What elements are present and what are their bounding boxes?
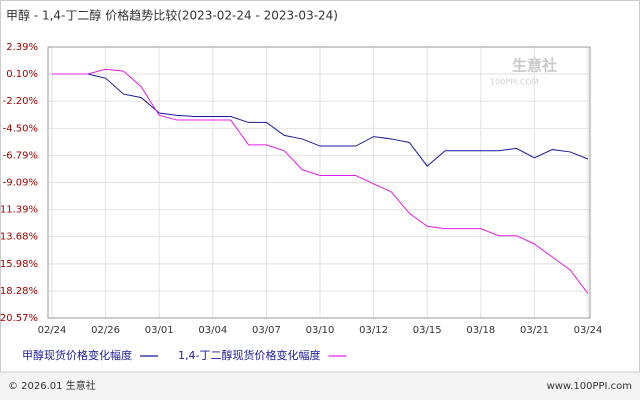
chart-title: 甲醇 - 1,4-丁二醇 价格趋势比较(2023-02-24 - 2023-03… — [6, 8, 338, 23]
series-line — [52, 73, 589, 167]
plot-border — [47, 46, 591, 319]
footer-left: © 2026.01 生意社 — [8, 379, 96, 392]
y-tick-label: -13.68% — [0, 232, 38, 243]
y-tick-label: -20.57% — [0, 313, 38, 324]
x-tick-label: 03/01 — [145, 325, 174, 336]
x-tick-label: 03/21 — [520, 325, 549, 336]
x-tick-label: 03/15 — [413, 325, 442, 336]
legend-label: 1,4-丁二醇现货价格变化幅度 — [178, 348, 320, 362]
x-tick-label: 03/04 — [198, 325, 227, 336]
y-tick-label: -11.39% — [0, 205, 38, 216]
x-tick-label: 03/07 — [252, 325, 281, 336]
series-line — [52, 68, 589, 294]
x-tick-label: 03/10 — [306, 325, 335, 336]
y-tick-label: -9.09% — [3, 178, 38, 189]
footer-bar — [0, 372, 640, 400]
y-tick-label: -2.20% — [3, 96, 38, 107]
legend-label: 甲醇现货价格变化幅度 — [22, 348, 132, 362]
x-tick-label: 03/12 — [359, 325, 388, 336]
y-tick-label: -6.79% — [3, 150, 38, 161]
watermark-sub: 100PPI.COM — [490, 78, 539, 87]
y-tick-label: 2.39% — [6, 42, 38, 53]
y-tick-label: -18.28% — [0, 286, 38, 297]
y-tick-label: 0.10% — [6, 69, 38, 80]
y-tick-label: -4.50% — [3, 123, 38, 134]
x-tick-label: 03/24 — [574, 325, 603, 336]
y-tick-label: -15.98% — [0, 259, 38, 270]
x-tick-label: 02/24 — [38, 325, 67, 336]
x-tick-label: 02/26 — [91, 325, 120, 336]
x-tick-label: 03/18 — [466, 325, 495, 336]
footer-right: www.100PPI.com — [547, 381, 632, 392]
